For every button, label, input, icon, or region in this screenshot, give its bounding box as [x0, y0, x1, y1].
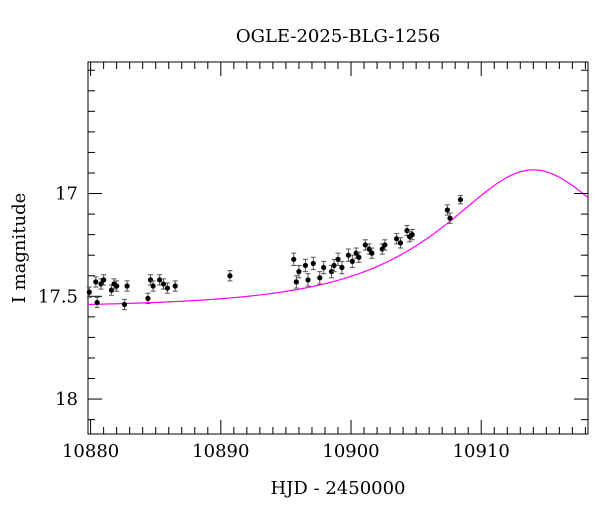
- data-point: [444, 207, 450, 213]
- data-point: [457, 197, 463, 203]
- data-point: [404, 227, 410, 234]
- data-point: [94, 299, 100, 306]
- data-point: [291, 256, 297, 262]
- data-point: [157, 277, 163, 283]
- data-point: [397, 240, 404, 246]
- x-tick-label: 10910: [453, 441, 510, 462]
- data-point: [335, 256, 341, 262]
- data-point: [331, 262, 337, 269]
- data-point: [362, 242, 368, 248]
- data-points-layer: [86, 195, 463, 311]
- data-point: [164, 285, 171, 291]
- data-point: [310, 260, 316, 267]
- chart-title: OGLE-2025-BLG-1256: [236, 26, 440, 47]
- data-point: [160, 281, 167, 287]
- data-point: [124, 283, 130, 289]
- data-point: [409, 232, 415, 238]
- data-point: [302, 262, 309, 269]
- data-point: [321, 264, 327, 271]
- data-point: [108, 287, 115, 293]
- y-axis-label: I magnitude: [9, 193, 30, 304]
- data-point: [150, 283, 156, 289]
- axis-tick-labels: 10880 10890 10900 10910 17 17.5 18: [38, 184, 510, 462]
- data-point: [114, 283, 120, 289]
- x-tick-label: 10880: [62, 441, 119, 462]
- data-point: [328, 269, 335, 275]
- data-point: [447, 215, 453, 221]
- x-tick-label: 10900: [322, 441, 379, 462]
- data-point: [296, 269, 302, 275]
- data-point: [305, 277, 311, 283]
- data-point: [317, 275, 323, 281]
- data-point: [101, 277, 107, 283]
- data-point: [93, 279, 99, 285]
- y-tick-label: 17: [55, 184, 78, 205]
- data-point: [382, 242, 388, 248]
- model-curve-layer: [87, 169, 589, 306]
- x-tick-label: 10890: [192, 441, 249, 462]
- data-point: [227, 273, 233, 279]
- data-point: [345, 252, 352, 258]
- data-point: [349, 258, 355, 264]
- data-point: [339, 264, 345, 271]
- data-point: [172, 283, 178, 289]
- plot-frame: [87, 61, 589, 435]
- x-axis-label: HJD - 2450000: [270, 478, 405, 499]
- data-point: [121, 301, 128, 308]
- axis-ticks: [88, 62, 588, 434]
- data-point: [293, 279, 299, 285]
- data-point: [145, 295, 151, 301]
- data-point: [369, 250, 375, 256]
- y-tick-label: 18: [55, 389, 78, 410]
- data-point: [86, 289, 92, 295]
- data-point: [147, 277, 154, 283]
- model-curve: [87, 169, 589, 306]
- data-point: [393, 236, 400, 242]
- y-tick-label: 17.5: [38, 286, 78, 307]
- data-point: [356, 254, 362, 260]
